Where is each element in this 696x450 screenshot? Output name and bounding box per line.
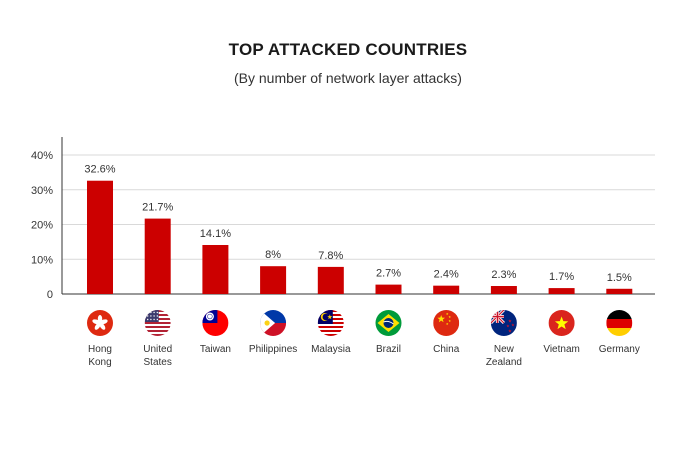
category-label: Kong xyxy=(88,357,111,368)
bar-value-label: 2.4% xyxy=(434,269,459,281)
category-label: Philippines xyxy=(249,344,297,355)
y-tick-label: 0 xyxy=(47,289,53,301)
flag-star xyxy=(445,312,449,316)
category-label: New xyxy=(494,344,515,355)
y-tick-label: 20% xyxy=(31,220,53,232)
bar xyxy=(260,266,287,294)
flag-star xyxy=(508,329,512,333)
taiwan-flag-icon xyxy=(202,310,229,336)
category-label: Taiwan xyxy=(200,344,231,355)
hong-kong-flag-icon xyxy=(87,310,113,336)
flag-star xyxy=(327,314,333,320)
category-label: Hong xyxy=(88,344,112,355)
malaysia-flag-icon xyxy=(317,310,344,336)
flag-star xyxy=(445,322,449,326)
brazil-flag-icon xyxy=(375,310,402,336)
bar xyxy=(317,266,344,294)
new-zealand-flag-icon xyxy=(490,310,517,336)
flag-star xyxy=(448,315,451,319)
bar xyxy=(87,180,113,294)
flag-star xyxy=(448,319,451,323)
bar-value-label: 1.5% xyxy=(607,272,632,284)
chart-title: TOP ATTACKED COUNTRIES xyxy=(228,40,468,59)
china-flag-icon xyxy=(433,310,460,336)
bar-value-label: 14.1% xyxy=(200,228,231,240)
category-label: Malaysia xyxy=(311,344,351,355)
bar-value-label: 21.7% xyxy=(142,202,173,214)
bar xyxy=(548,288,575,294)
bar xyxy=(144,218,171,294)
flag-star xyxy=(508,319,512,323)
chart-subtitle: (By number of network layer attacks) xyxy=(234,70,462,86)
bar-value-label: 2.7% xyxy=(376,268,401,280)
united-states-flag-icon xyxy=(144,310,171,336)
vietnam-flag-icon xyxy=(548,310,575,336)
category-label: Vietnam xyxy=(543,344,580,355)
category-label: States xyxy=(144,357,172,368)
category-label: Zealand xyxy=(486,357,522,368)
category-label: Germany xyxy=(599,344,640,355)
bar-value-label: 1.7% xyxy=(549,271,574,283)
bar xyxy=(433,285,460,294)
y-tick-label: 30% xyxy=(31,185,53,197)
bar xyxy=(375,284,402,294)
bar xyxy=(606,288,633,294)
category-label: Brazil xyxy=(376,344,401,355)
bar-value-label: 2.3% xyxy=(491,269,516,281)
philippines-flag-icon xyxy=(260,310,287,336)
category-label: China xyxy=(433,344,460,355)
y-tick-label: 40% xyxy=(31,150,53,162)
bar-value-label: 8% xyxy=(265,249,281,261)
flag-star xyxy=(511,323,515,327)
flag-star xyxy=(554,316,569,330)
germany-flag-icon xyxy=(606,310,633,336)
category-label: United xyxy=(143,344,172,355)
bar-value-label: 32.6% xyxy=(84,164,115,176)
bar-value-label: 7.8% xyxy=(318,250,343,262)
flag-star xyxy=(437,315,445,323)
bar xyxy=(202,245,229,294)
flag-star xyxy=(506,324,510,328)
y-tick-label: 10% xyxy=(31,254,53,266)
bar xyxy=(490,286,517,294)
